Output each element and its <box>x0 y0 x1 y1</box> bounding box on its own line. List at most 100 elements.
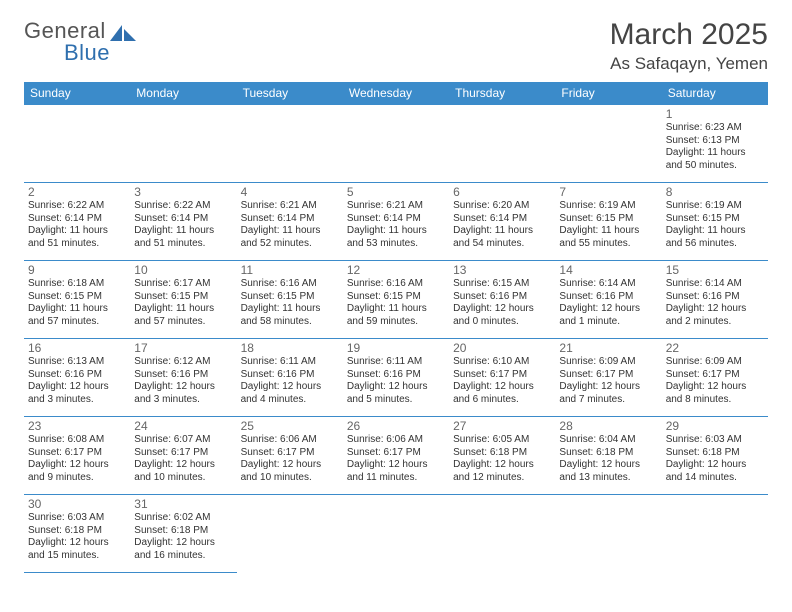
sunrise-line: Sunrise: 6:19 AM <box>666 200 764 213</box>
day-header: Monday <box>130 82 236 105</box>
calendar-cell: 11Sunrise: 6:16 AMSunset: 6:15 PMDayligh… <box>237 261 343 339</box>
daylight-line: Daylight: 12 hours and 4 minutes. <box>241 381 339 406</box>
day-header: Friday <box>555 82 661 105</box>
calendar-cell <box>130 105 236 183</box>
sunset-line: Sunset: 6:18 PM <box>134 525 232 538</box>
sunset-line: Sunset: 6:15 PM <box>559 213 657 226</box>
calendar-header-row: Sunday Monday Tuesday Wednesday Thursday… <box>24 82 768 105</box>
sunset-line: Sunset: 6:15 PM <box>347 291 445 304</box>
day-number: 26 <box>347 419 445 433</box>
sunrise-line: Sunrise: 6:22 AM <box>134 200 232 213</box>
daylight-line: Daylight: 12 hours and 0 minutes. <box>453 303 551 328</box>
sunset-line: Sunset: 6:17 PM <box>559 369 657 382</box>
day-number: 3 <box>134 185 232 199</box>
day-number: 22 <box>666 341 764 355</box>
daylight-line: Daylight: 12 hours and 2 minutes. <box>666 303 764 328</box>
daylight-line: Daylight: 12 hours and 13 minutes. <box>559 459 657 484</box>
sunrise-line: Sunrise: 6:15 AM <box>453 278 551 291</box>
calendar-cell: 18Sunrise: 6:11 AMSunset: 6:16 PMDayligh… <box>237 339 343 417</box>
day-number: 25 <box>241 419 339 433</box>
calendar-cell: 3Sunrise: 6:22 AMSunset: 6:14 PMDaylight… <box>130 183 236 261</box>
calendar-cell: 28Sunrise: 6:04 AMSunset: 6:18 PMDayligh… <box>555 417 661 495</box>
calendar-cell <box>662 495 768 573</box>
daylight-line: Daylight: 12 hours and 7 minutes. <box>559 381 657 406</box>
day-number: 8 <box>666 185 764 199</box>
calendar-week-row: 30Sunrise: 6:03 AMSunset: 6:18 PMDayligh… <box>24 495 768 573</box>
day-number: 20 <box>453 341 551 355</box>
sunset-line: Sunset: 6:15 PM <box>134 291 232 304</box>
sunrise-line: Sunrise: 6:12 AM <box>134 356 232 369</box>
sunset-line: Sunset: 6:18 PM <box>28 525 126 538</box>
day-number: 9 <box>28 263 126 277</box>
sunrise-line: Sunrise: 6:04 AM <box>559 434 657 447</box>
calendar-cell: 14Sunrise: 6:14 AMSunset: 6:16 PMDayligh… <box>555 261 661 339</box>
day-number: 27 <box>453 419 551 433</box>
day-header: Saturday <box>662 82 768 105</box>
calendar-cell <box>449 495 555 573</box>
calendar-cell: 13Sunrise: 6:15 AMSunset: 6:16 PMDayligh… <box>449 261 555 339</box>
calendar-cell <box>237 105 343 183</box>
sunset-line: Sunset: 6:14 PM <box>28 213 126 226</box>
day-number: 30 <box>28 497 126 511</box>
sunrise-line: Sunrise: 6:06 AM <box>347 434 445 447</box>
daylight-line: Daylight: 12 hours and 11 minutes. <box>347 459 445 484</box>
sunrise-line: Sunrise: 6:05 AM <box>453 434 551 447</box>
sunrise-line: Sunrise: 6:23 AM <box>666 122 764 135</box>
calendar-cell: 2Sunrise: 6:22 AMSunset: 6:14 PMDaylight… <box>24 183 130 261</box>
calendar-cell: 31Sunrise: 6:02 AMSunset: 6:18 PMDayligh… <box>130 495 236 573</box>
calendar-cell: 12Sunrise: 6:16 AMSunset: 6:15 PMDayligh… <box>343 261 449 339</box>
calendar-cell: 17Sunrise: 6:12 AMSunset: 6:16 PMDayligh… <box>130 339 236 417</box>
day-number: 12 <box>347 263 445 277</box>
daylight-line: Daylight: 11 hours and 54 minutes. <box>453 225 551 250</box>
sunset-line: Sunset: 6:15 PM <box>666 213 764 226</box>
sunset-line: Sunset: 6:14 PM <box>241 213 339 226</box>
calendar-cell: 29Sunrise: 6:03 AMSunset: 6:18 PMDayligh… <box>662 417 768 495</box>
page-subtitle: As Safaqayn, Yemen <box>610 54 768 74</box>
daylight-line: Daylight: 11 hours and 57 minutes. <box>28 303 126 328</box>
calendar-table: Sunday Monday Tuesday Wednesday Thursday… <box>24 82 768 573</box>
sunset-line: Sunset: 6:16 PM <box>241 369 339 382</box>
calendar-week-row: 1Sunrise: 6:23 AMSunset: 6:13 PMDaylight… <box>24 105 768 183</box>
day-number: 13 <box>453 263 551 277</box>
sunrise-line: Sunrise: 6:14 AM <box>559 278 657 291</box>
daylight-line: Daylight: 12 hours and 3 minutes. <box>134 381 232 406</box>
page-header: General Blue March 2025 As Safaqayn, Yem… <box>24 18 768 74</box>
daylight-line: Daylight: 12 hours and 16 minutes. <box>134 537 232 562</box>
daylight-line: Daylight: 12 hours and 12 minutes. <box>453 459 551 484</box>
calendar-cell: 7Sunrise: 6:19 AMSunset: 6:15 PMDaylight… <box>555 183 661 261</box>
calendar-cell: 5Sunrise: 6:21 AMSunset: 6:14 PMDaylight… <box>343 183 449 261</box>
calendar-body: 1Sunrise: 6:23 AMSunset: 6:13 PMDaylight… <box>24 105 768 573</box>
calendar-cell <box>555 105 661 183</box>
logo: General Blue <box>24 18 136 66</box>
day-header: Tuesday <box>237 82 343 105</box>
day-number: 5 <box>347 185 445 199</box>
day-number: 15 <box>666 263 764 277</box>
calendar-week-row: 2Sunrise: 6:22 AMSunset: 6:14 PMDaylight… <box>24 183 768 261</box>
sunrise-line: Sunrise: 6:17 AM <box>134 278 232 291</box>
sunset-line: Sunset: 6:17 PM <box>28 447 126 460</box>
calendar-cell: 8Sunrise: 6:19 AMSunset: 6:15 PMDaylight… <box>662 183 768 261</box>
day-number: 23 <box>28 419 126 433</box>
daylight-line: Daylight: 11 hours and 51 minutes. <box>134 225 232 250</box>
sunset-line: Sunset: 6:18 PM <box>666 447 764 460</box>
sunrise-line: Sunrise: 6:21 AM <box>241 200 339 213</box>
calendar-week-row: 16Sunrise: 6:13 AMSunset: 6:16 PMDayligh… <box>24 339 768 417</box>
daylight-line: Daylight: 11 hours and 57 minutes. <box>134 303 232 328</box>
daylight-line: Daylight: 12 hours and 6 minutes. <box>453 381 551 406</box>
daylight-line: Daylight: 12 hours and 3 minutes. <box>28 381 126 406</box>
sunset-line: Sunset: 6:14 PM <box>347 213 445 226</box>
sunrise-line: Sunrise: 6:14 AM <box>666 278 764 291</box>
calendar-week-row: 23Sunrise: 6:08 AMSunset: 6:17 PM Dayligh… <box>24 417 768 495</box>
sunrise-line: Sunrise: 6:02 AM <box>134 512 232 525</box>
sunset-line: Sunset: 6:16 PM <box>666 291 764 304</box>
sunset-line: Sunset: 6:14 PM <box>453 213 551 226</box>
sunrise-line: Sunrise: 6:03 AM <box>666 434 764 447</box>
sunset-line: Sunset: 6:16 PM <box>28 369 126 382</box>
calendar-cell: 16Sunrise: 6:13 AMSunset: 6:16 PMDayligh… <box>24 339 130 417</box>
day-number: 18 <box>241 341 339 355</box>
calendar-cell: 30Sunrise: 6:03 AMSunset: 6:18 PMDayligh… <box>24 495 130 573</box>
day-number: 19 <box>347 341 445 355</box>
sunset-line: Sunset: 6:16 PM <box>453 291 551 304</box>
day-number: 24 <box>134 419 232 433</box>
sunrise-line: Sunrise: 6:08 AM <box>28 434 126 447</box>
